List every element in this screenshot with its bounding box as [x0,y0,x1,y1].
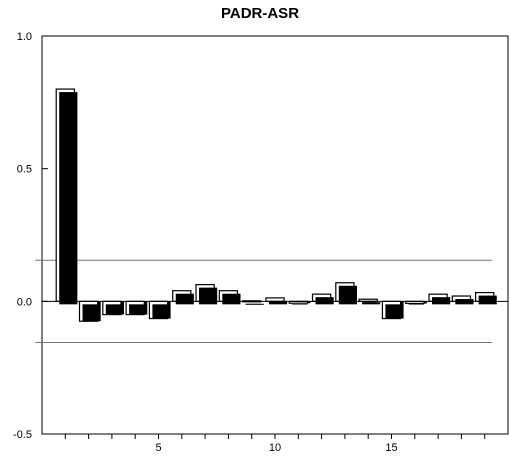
x-tick-label: 5 [155,442,161,454]
bar-fill [315,297,331,302]
bar-fill [292,304,308,305]
bar-fill [175,293,191,302]
bar-fill [478,295,494,302]
plot-frame [41,35,509,435]
y-tick-label: -0.5 [13,429,32,441]
bar-fill [385,304,401,319]
y-tick-label: 0.5 [17,164,32,176]
bar-fill [338,285,354,302]
bar-shadow [362,302,381,305]
bar-fill [59,92,75,302]
bar-fill [105,304,121,315]
x-tick-label: 10 [269,442,281,454]
plot-area: -0.5 0.0 0.5 1.0 5 10 15 [13,31,509,454]
bar-fill [362,302,378,303]
bar-fill [245,303,261,305]
chart-title: PADR-ASR [221,5,299,22]
bar-fill [82,304,98,322]
bar-shadow [268,300,288,305]
x-tick-label: 15 [385,442,397,454]
bar [265,297,285,302]
bar-fill [129,304,145,315]
y-tick-label: 0.0 [17,296,32,308]
bar-fill [222,293,238,302]
bar-fill [432,297,448,302]
bar-fill [408,304,424,305]
y-tick-label: 1.0 [17,31,32,43]
bar-fill [199,287,215,302]
bar-fill [152,304,168,319]
bar-fill [455,299,471,302]
